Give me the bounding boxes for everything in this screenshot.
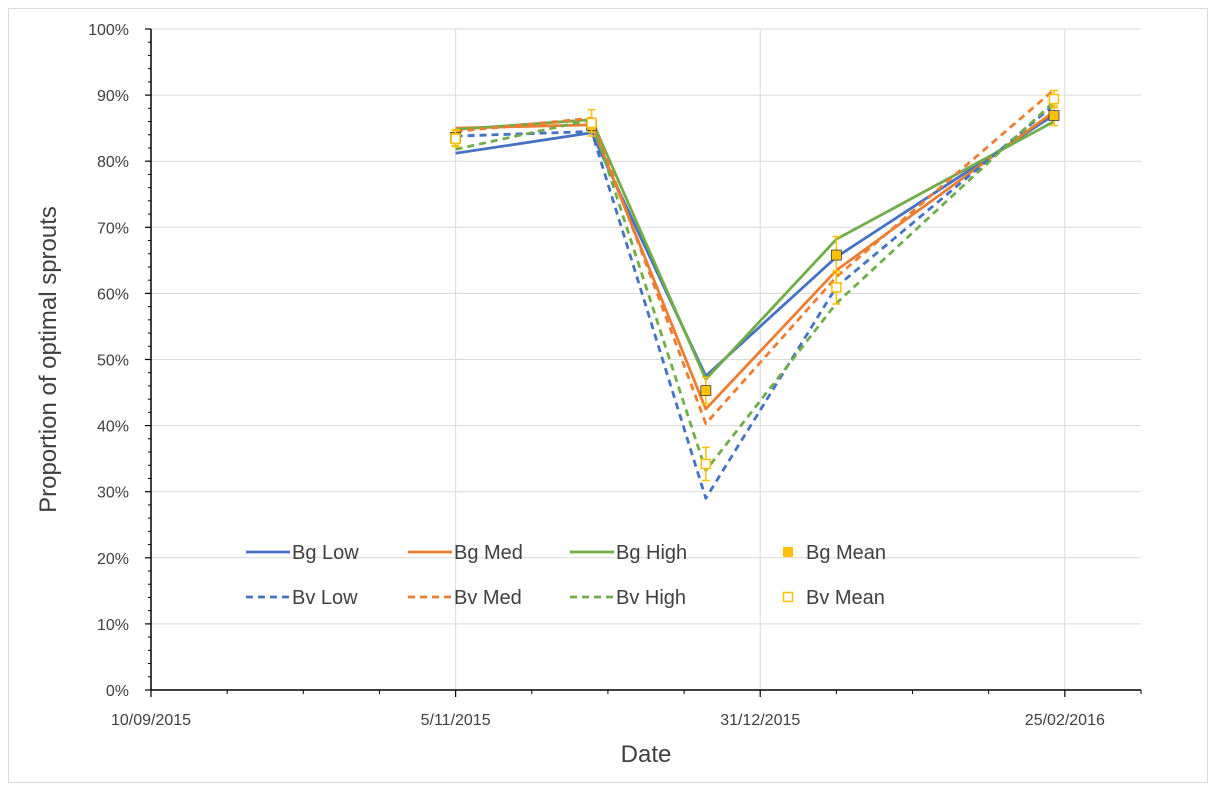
y-tick-label: 40% — [97, 419, 129, 436]
y-tick-label: 60% — [97, 286, 129, 303]
legend-label-bg-med: Bg Med — [454, 542, 523, 564]
y-tick-label: 10% — [97, 617, 129, 634]
axes — [145, 28, 1142, 697]
legend: Bg Low Bg Med Bg High Bg Mean Bv Low Bv Med Bv… — [246, 542, 886, 609]
series-line-bg-low — [455, 113, 1055, 378]
gridlines — [151, 28, 1141, 690]
x-tick-label: 31/12/2015 — [720, 712, 800, 729]
series-line-bg-high — [455, 118, 1055, 381]
chart-frame — [8, 8, 1208, 783]
x-axis-title: Date — [621, 741, 672, 768]
point-bv-mean — [1048, 93, 1060, 105]
y-axis-tick-labels: 0% 10% 20% 30% 40% 50% 60% 70% 80% 90% 100% — [88, 22, 129, 700]
point-bg-mean — [700, 385, 712, 396]
point-bv-mean — [700, 458, 712, 470]
legend-swatch-bg-mean — [783, 547, 793, 557]
y-tick-label: 90% — [97, 88, 129, 105]
y-tick-label: 20% — [97, 551, 129, 568]
point-bv-mean — [586, 117, 597, 129]
y-tick-label: 100% — [88, 22, 129, 39]
point-bg-mean — [1048, 110, 1060, 121]
point-bv-mean — [831, 282, 842, 293]
legend-label-bv-low: Bv Low — [292, 587, 358, 609]
series-line-bv-med — [455, 88, 1055, 426]
series-lines — [455, 88, 1055, 500]
y-tick-label: 70% — [97, 220, 129, 237]
legend-label-bv-med: Bv Med — [454, 587, 522, 609]
x-axis-tick-labels: 10/09/2015 5/11/2015 31/12/2015 25/02/2016 — [111, 712, 1105, 729]
legend-label-bg-high: Bg High — [616, 542, 687, 564]
mean-markers — [450, 89, 1060, 482]
y-axis-title: Proportion of optimal sprouts — [35, 206, 62, 513]
x-tick-label: 10/09/2015 — [111, 712, 191, 729]
point-bv-mean — [450, 133, 461, 144]
y-tick-label: 50% — [97, 353, 129, 370]
legend-label-bg-low: Bg Low — [292, 542, 359, 564]
y-tick-label: 0% — [106, 683, 129, 700]
series-line-bg-med — [455, 110, 1055, 411]
legend-label-bv-high: Bv High — [616, 587, 686, 609]
x-tick-label: 25/02/2016 — [1025, 712, 1105, 729]
y-tick-label: 30% — [97, 485, 129, 502]
legend-label-bg-mean: Bg Mean — [806, 542, 886, 564]
point-bg-mean — [830, 249, 842, 261]
legend-label-bv-mean: Bv Mean — [806, 587, 885, 609]
series-line-bv-low — [455, 103, 1055, 500]
x-tick-label: 5/11/2015 — [421, 712, 491, 729]
series-line-bv-high — [455, 100, 1055, 472]
y-tick-label: 80% — [97, 154, 129, 171]
legend-swatch-bv-mean — [782, 591, 794, 603]
